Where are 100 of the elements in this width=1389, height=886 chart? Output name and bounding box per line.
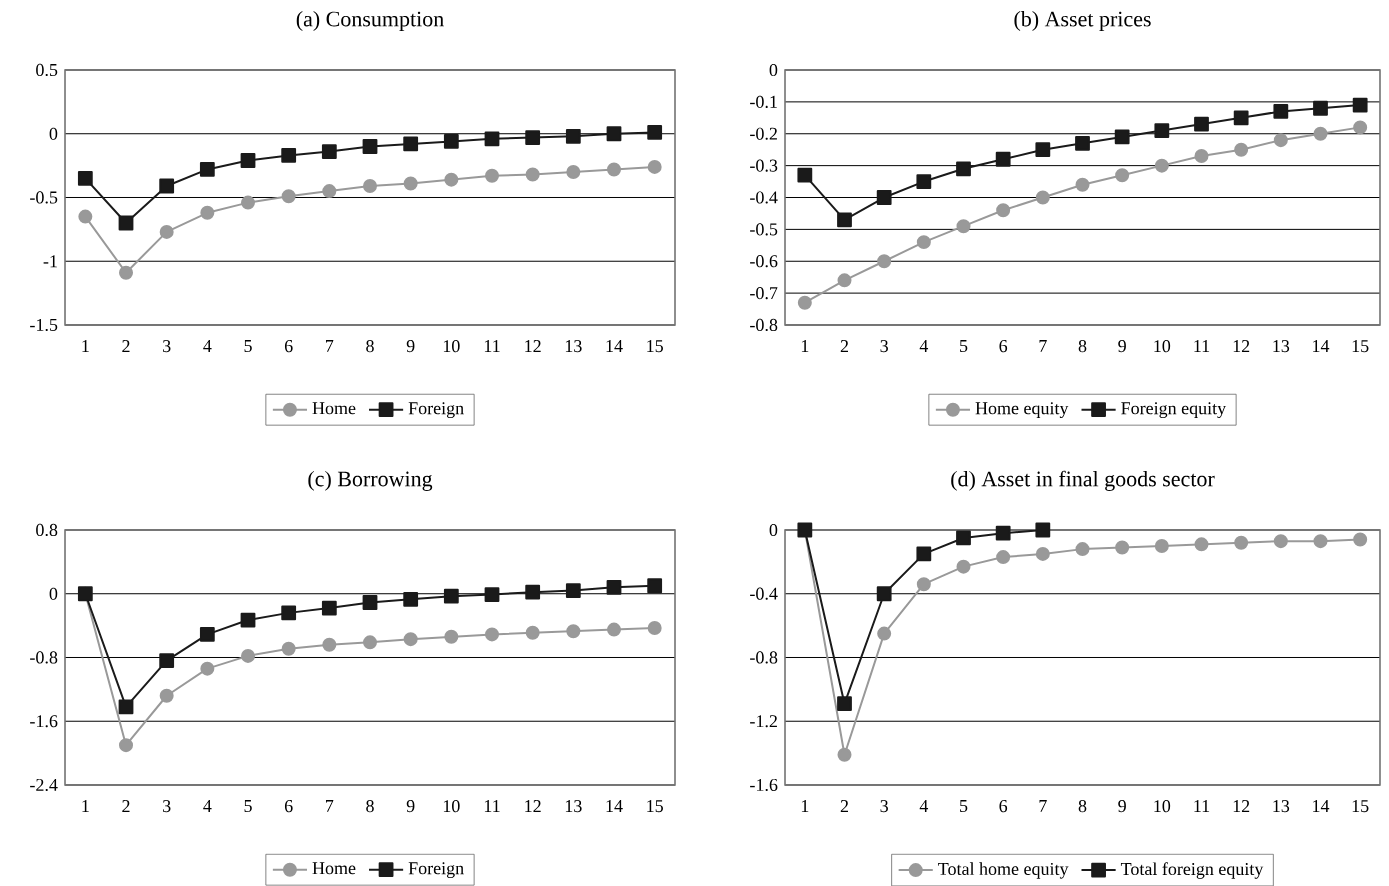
x-tick-label: 9 xyxy=(1118,799,1126,813)
point xyxy=(566,624,581,639)
x-tick-label: 6 xyxy=(999,799,1008,813)
x-tick-label: 14 xyxy=(606,799,623,812)
y-tick-label: -2.4 xyxy=(30,778,58,791)
legend-label: Foreign xyxy=(408,402,464,418)
chart-title: (a) Consumption xyxy=(296,10,444,31)
point xyxy=(281,147,297,163)
x-tick-label: 8 xyxy=(1078,799,1087,813)
x-tick-label: 10 xyxy=(443,799,460,813)
point xyxy=(119,265,134,280)
x-tick-label: 14 xyxy=(606,339,623,352)
x-tick-label: 9 xyxy=(1118,339,1126,353)
y-tick-label: -0.4 xyxy=(750,587,778,600)
y-tick-label: 0 xyxy=(769,523,778,536)
point xyxy=(200,205,215,220)
point xyxy=(1154,123,1170,138)
point xyxy=(159,688,174,703)
point xyxy=(485,627,499,642)
point xyxy=(403,591,419,607)
point xyxy=(1075,541,1090,556)
point xyxy=(240,152,256,168)
point xyxy=(956,219,971,234)
point xyxy=(1194,537,1209,552)
y-tick-label: -0.2 xyxy=(750,127,777,140)
point xyxy=(322,183,337,198)
point xyxy=(118,215,134,231)
x-tick-label: 14 xyxy=(1313,339,1330,352)
point xyxy=(837,212,852,228)
point xyxy=(281,605,297,621)
y-tick-label: -1.2 xyxy=(750,715,777,728)
point xyxy=(837,273,852,288)
point xyxy=(565,128,581,144)
point xyxy=(281,641,296,656)
x-tick-label: 6 xyxy=(999,339,1008,353)
y-tick-label: -1.5 xyxy=(30,318,58,331)
x-tick-label: 7 xyxy=(326,799,334,812)
x-tick-label: 10 xyxy=(1154,339,1171,353)
x-tick-label: 3 xyxy=(880,339,888,353)
point xyxy=(1035,522,1051,538)
x-tick-label: 3 xyxy=(163,339,171,353)
point xyxy=(525,584,541,600)
x-tick-label: 5 xyxy=(960,339,968,352)
point xyxy=(443,133,459,149)
point xyxy=(916,546,932,562)
point xyxy=(1273,103,1289,119)
point xyxy=(956,559,971,574)
x-tick-label: 12 xyxy=(1233,339,1250,352)
point xyxy=(566,164,581,179)
point xyxy=(647,124,663,140)
point xyxy=(200,661,215,676)
x-tick-label: 2 xyxy=(122,339,130,352)
x-tick-label: 5 xyxy=(244,339,252,352)
point xyxy=(1035,546,1050,561)
point xyxy=(995,151,1011,167)
x-tick-label: 9 xyxy=(406,339,415,353)
point xyxy=(362,138,378,154)
x-tick-label: 10 xyxy=(443,339,460,353)
legend-label: Foreign equity xyxy=(1121,402,1227,418)
point xyxy=(1234,535,1249,550)
x-tick-label: 13 xyxy=(565,799,582,813)
point xyxy=(322,637,337,652)
x-tick-label: 15 xyxy=(1352,339,1369,352)
point xyxy=(159,653,175,668)
point xyxy=(916,577,931,592)
x-tick-label: 5 xyxy=(244,799,252,812)
x-tick-label: 11 xyxy=(1194,799,1210,812)
x-tick-label: 13 xyxy=(565,339,582,353)
point xyxy=(1075,177,1090,192)
y-tick-label: -1 xyxy=(43,255,57,268)
x-tick-label: 5 xyxy=(960,799,968,812)
x-tick-label: 14 xyxy=(1313,799,1330,812)
x-tick-label: 11 xyxy=(1194,339,1210,352)
point xyxy=(1233,110,1249,126)
y-tick-label: -0.1 xyxy=(750,95,777,108)
point xyxy=(444,629,459,644)
x-tick-label: 4 xyxy=(203,799,212,812)
point xyxy=(443,588,459,604)
x-tick-label: 11 xyxy=(484,799,500,812)
point xyxy=(1035,142,1051,157)
point xyxy=(281,189,296,204)
x-tick-label: 1 xyxy=(801,339,809,352)
point xyxy=(1035,190,1050,205)
point xyxy=(363,635,378,650)
x-tick-label: 11 xyxy=(484,339,500,352)
legend-label: Total foreign equity xyxy=(1120,862,1264,879)
point xyxy=(1075,135,1090,151)
x-tick-label: 8 xyxy=(1078,339,1087,353)
point xyxy=(362,594,378,610)
x-tick-label: 15 xyxy=(647,339,663,352)
point xyxy=(607,622,621,637)
x-tick-label: 12 xyxy=(525,339,541,352)
x-tick-label: 12 xyxy=(525,799,541,812)
x-tick-label: 12 xyxy=(1233,799,1250,812)
x-tick-label: 8 xyxy=(366,799,374,813)
legend-label: Home equity xyxy=(975,402,1069,418)
x-tick-label: 2 xyxy=(840,799,848,812)
point xyxy=(119,737,134,752)
point xyxy=(647,620,662,635)
x-tick-label: 15 xyxy=(647,799,663,812)
